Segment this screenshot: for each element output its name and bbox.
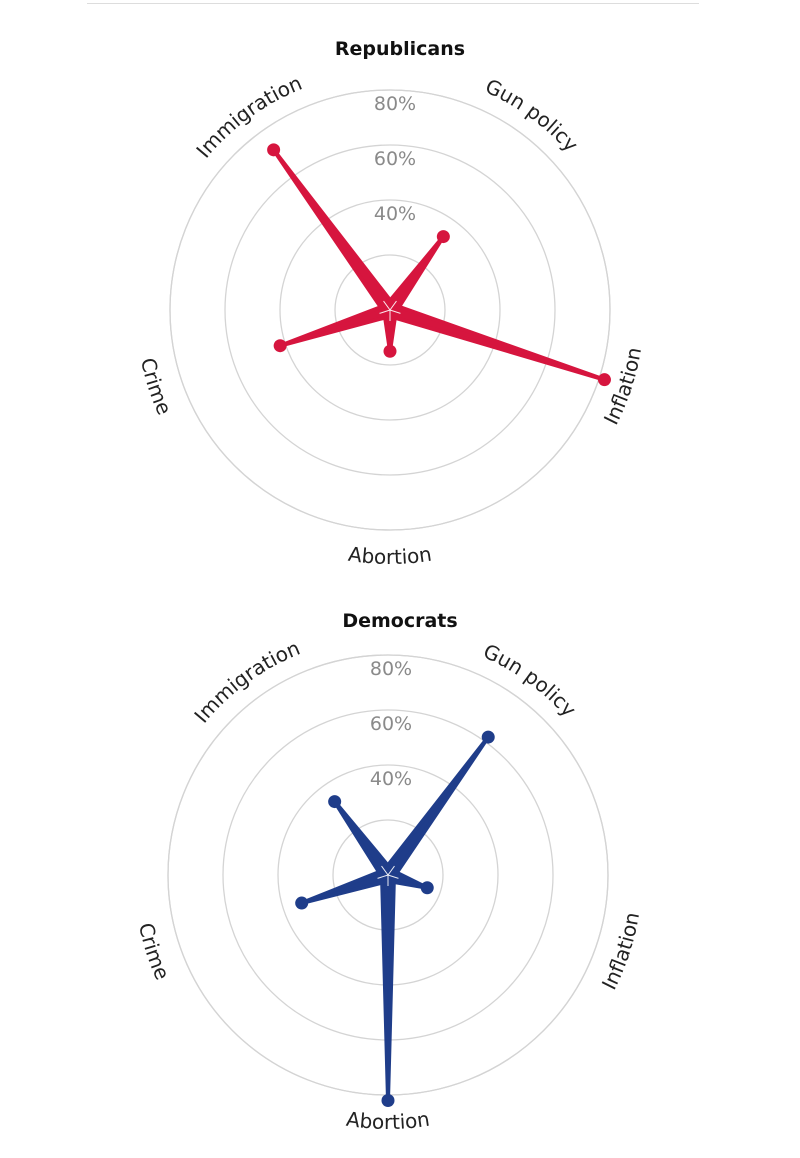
point-gun-policy	[436, 230, 450, 244]
spike-immigration	[271, 147, 397, 316]
center-highlight	[379, 309, 391, 314]
axis-label-inflation: Inflation	[597, 910, 644, 993]
center-highlight	[389, 309, 401, 314]
axis-label-gun-policy: Gun policy	[480, 639, 581, 722]
center-highlight	[387, 865, 395, 876]
ring-label-40: 40%	[374, 203, 416, 225]
top-divider	[87, 3, 699, 4]
axis-label-abortion: Abortion	[345, 1107, 431, 1134]
spike-abortion	[380, 873, 396, 1103]
chart-title: Republicans	[334, 38, 466, 60]
point-immigration	[328, 795, 342, 809]
chart-title: Democrats	[342, 610, 458, 632]
axis-label-immigration: Immigration	[189, 636, 303, 728]
center-highlight	[389, 300, 397, 311]
republicans-radar-chart: Republicans 40% 60% 80% Gun policy Inflation…	[136, 38, 646, 569]
radar-plot: 40% 60% 80% Gun policy Inflation Abortion Crim…	[134, 636, 644, 1134]
center-highlight	[381, 865, 389, 876]
axis-label-inflation: Inflation	[599, 345, 646, 428]
democrats-radar-chart: Democrats 40% 60% 80% Gun policy Inflation Ab…	[0, 570, 800, 1158]
point-inflation	[420, 881, 434, 895]
data-series	[267, 143, 611, 387]
center-highlight	[377, 874, 389, 879]
ring-label-40: 40%	[370, 768, 412, 790]
axis-label-abortion: Abortion	[347, 542, 433, 569]
grid-ring	[334, 254, 446, 366]
axis-label-immigration: Immigration	[191, 71, 305, 163]
point-crime	[295, 896, 309, 910]
center-highlight	[387, 874, 399, 879]
grid-ring	[169, 89, 611, 531]
point-inflation	[597, 373, 611, 387]
spike-immigration	[332, 799, 395, 881]
ring-label-80: 80%	[370, 658, 412, 680]
axis-label-gun-policy: Gun policy	[482, 74, 583, 157]
point-gun-policy	[481, 730, 495, 744]
data-series	[295, 730, 495, 1107]
spike-inflation	[386, 302, 607, 382]
spike-crime	[299, 867, 392, 906]
axis-label-crime: Crime	[136, 355, 177, 418]
ring-label-60: 60%	[374, 148, 416, 170]
point-abortion	[381, 1094, 395, 1107]
point-immigration	[267, 143, 281, 157]
radar-plot: 40% 60% 80% Gun policy Inflation Abortion Crim…	[136, 71, 646, 569]
grid-rings	[169, 89, 611, 531]
axis-label-crime: Crime	[134, 920, 175, 983]
center-highlight	[383, 300, 391, 311]
point-abortion	[383, 344, 397, 358]
ring-label-80: 80%	[374, 93, 416, 115]
spike-gun-policy	[381, 735, 491, 881]
ring-label-60: 60%	[370, 713, 412, 735]
spike-crime	[278, 302, 394, 348]
grid-ring	[279, 199, 501, 421]
grid-ring	[224, 144, 556, 476]
point-crime	[273, 339, 287, 353]
